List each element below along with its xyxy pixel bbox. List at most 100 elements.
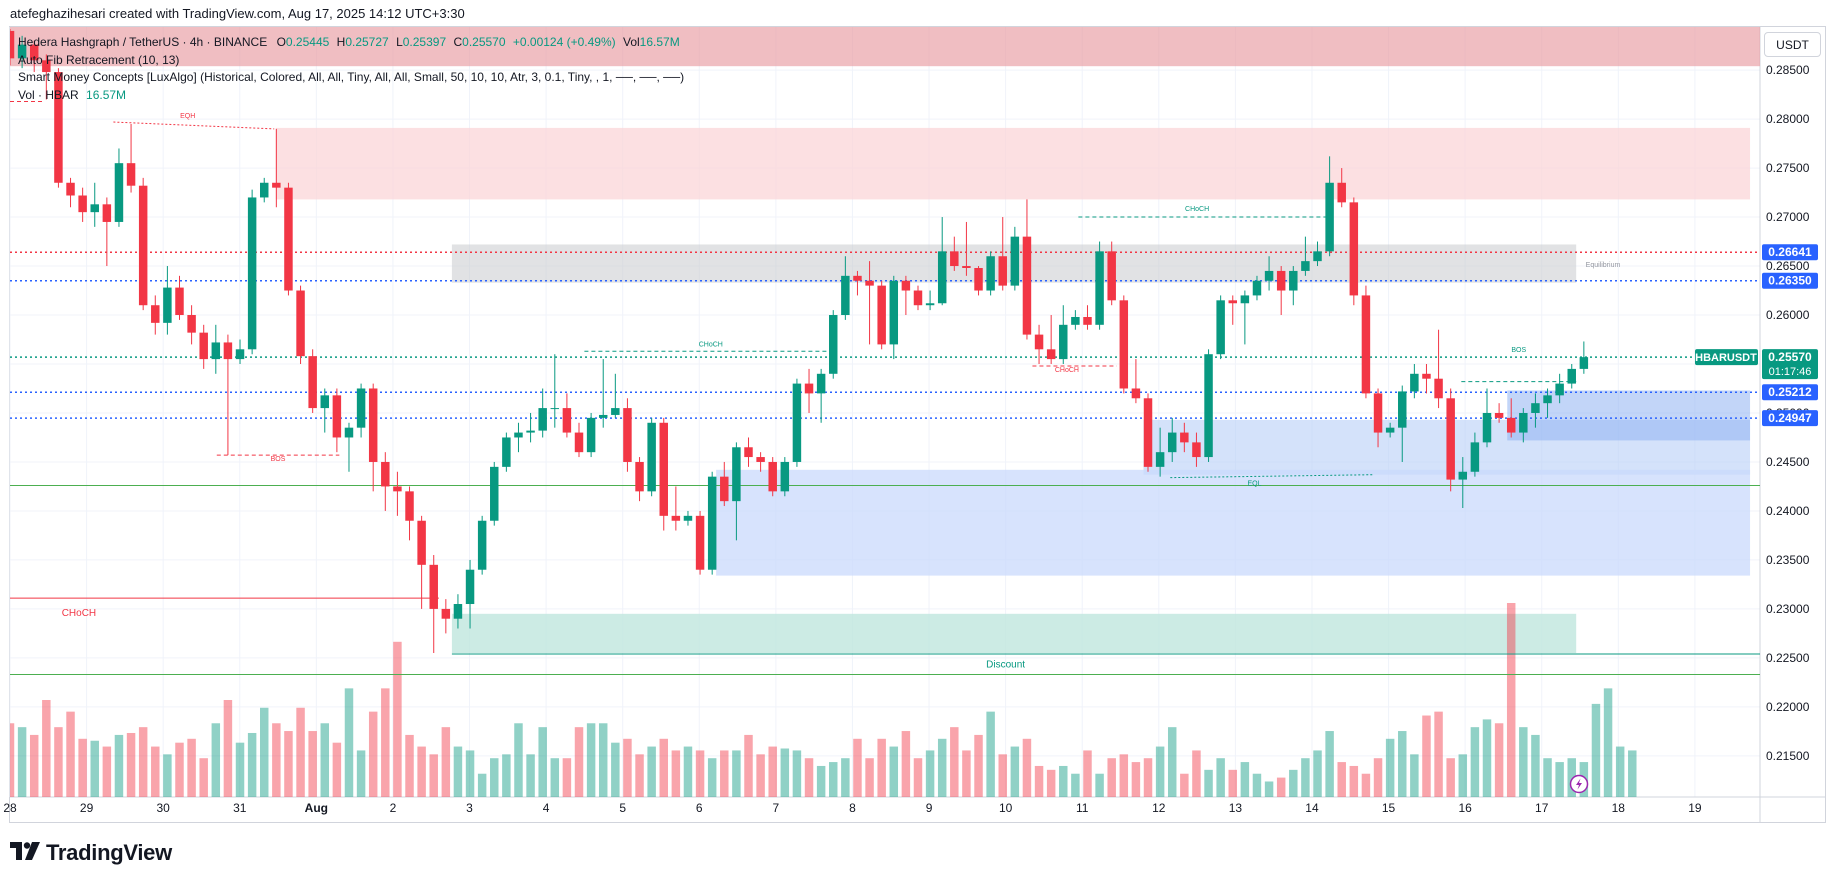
candle-body	[1446, 398, 1455, 480]
price-tag-text: 0.24947	[1768, 411, 1812, 425]
current-price-text: 0.25570	[1768, 350, 1812, 364]
countdown-text: 01:17:46	[1769, 366, 1812, 378]
candle-body	[925, 303, 935, 306]
volume-bar	[1337, 762, 1346, 797]
candle-body	[1034, 334, 1044, 350]
candle-body	[284, 187, 293, 291]
volume-bar	[1107, 758, 1116, 797]
price-tag	[1762, 384, 1818, 401]
legend-symbol-row[interactable]: Hedera Hashgraph / TetherUS · 4h · BINAN…	[18, 34, 684, 52]
volume-bar	[260, 707, 269, 797]
candle-body	[1192, 442, 1201, 458]
currency-button[interactable]: USDT	[1764, 32, 1821, 57]
annotation-label: BOS	[271, 456, 286, 463]
volume-bar	[707, 758, 717, 797]
legend-fib-indicator[interactable]: Auto Fib Retracement (10, 13)	[18, 52, 180, 67]
x-tick-label: 30	[156, 801, 170, 815]
legend-volume-indicator[interactable]: Vol · HBAR 16.57M	[18, 87, 684, 105]
volume-bar	[284, 731, 293, 797]
zone-box	[275, 127, 1751, 200]
volume-bar	[1204, 769, 1213, 797]
candle-body	[1228, 300, 1237, 304]
volume-bar	[381, 688, 390, 797]
x-tick-label: 17	[1535, 801, 1549, 815]
volume-bar	[10, 723, 15, 797]
candle-body	[586, 417, 596, 453]
volume-bar	[889, 746, 899, 797]
candle-body	[1398, 391, 1407, 428]
volume-bar	[1034, 765, 1044, 797]
volume-bar	[925, 750, 935, 797]
candle-body	[1531, 403, 1540, 413]
volume-bar	[1095, 773, 1104, 797]
volume-bar	[1276, 777, 1286, 797]
volume-bar	[804, 758, 814, 797]
candle-body	[768, 461, 777, 492]
volume-bar	[768, 746, 777, 797]
candle-body	[441, 608, 451, 619]
volume-bar	[1349, 765, 1359, 797]
candle-body	[1204, 354, 1213, 458]
volume-bar	[90, 740, 99, 797]
volume-bar	[792, 750, 802, 797]
annotation-label: CHoCH	[1055, 367, 1079, 374]
candle-body	[526, 430, 535, 433]
volume-bar	[1603, 688, 1613, 797]
volume-bar	[1410, 754, 1419, 797]
x-tick-label: 31	[233, 801, 247, 815]
candle-body	[744, 447, 753, 458]
volume-bar	[490, 758, 499, 797]
x-tick-label: 2	[390, 801, 397, 815]
candle-body	[901, 280, 911, 291]
y-tick-label: 0.23000	[1766, 602, 1810, 616]
candle-body	[1361, 295, 1371, 394]
volume-bar	[356, 750, 366, 797]
volume-bar	[66, 711, 75, 797]
candle-body	[102, 204, 112, 222]
candle-body	[998, 256, 1007, 286]
volume-bar	[465, 750, 475, 797]
annotation-label: EQH	[180, 113, 195, 120]
volume-bar	[417, 746, 426, 797]
candle-body	[90, 204, 99, 213]
candle-body	[1337, 182, 1346, 203]
candle-body	[163, 287, 172, 323]
candle-body	[356, 388, 366, 428]
candle-body	[1579, 357, 1589, 369]
price-tag	[1762, 272, 1818, 289]
candle-body	[1010, 236, 1020, 286]
legend-smc-indicator[interactable]: Smart Money Concepts [LuxAlgo] (Historic…	[18, 70, 685, 84]
eqh-line	[113, 121, 275, 130]
candle-body	[1059, 324, 1068, 360]
volume-bar	[1615, 746, 1625, 797]
candle-body	[453, 604, 463, 619]
volume-bar	[1325, 731, 1334, 797]
volume-bar	[901, 731, 911, 797]
candle-body	[1313, 251, 1322, 262]
candle-body	[1167, 432, 1177, 453]
candle-body	[647, 422, 656, 492]
volume-bar	[199, 758, 208, 797]
x-tick-label: 4	[543, 801, 550, 815]
candle-body	[235, 349, 245, 360]
zone-box	[10, 27, 1760, 67]
candle-body	[829, 315, 838, 374]
lightning-icon[interactable]	[1569, 774, 1589, 794]
annotation-label: CHoCH	[62, 608, 96, 619]
y-tick-label: 0.26500	[1766, 259, 1810, 273]
tradingview-logo[interactable]: TradingView	[10, 840, 172, 866]
legend-volume-label: Vol · HBAR	[18, 87, 79, 102]
price-tags: 0.26641 0.26350 0.25212 0.24947 HBARUSDT 0.25…	[1695, 244, 1818, 427]
volume-bar	[29, 734, 39, 797]
symbol-tag-text: HBARUSDT	[1695, 352, 1757, 364]
volume-bar	[1446, 758, 1455, 797]
volume-bar	[441, 727, 451, 797]
volume-bar	[163, 754, 172, 797]
candle-body	[1422, 373, 1431, 379]
candle-body	[514, 432, 523, 438]
candle-body	[1325, 182, 1334, 252]
volume-bar	[611, 742, 620, 797]
chart-lines	[10, 100, 1760, 676]
volume-bar	[816, 765, 826, 797]
